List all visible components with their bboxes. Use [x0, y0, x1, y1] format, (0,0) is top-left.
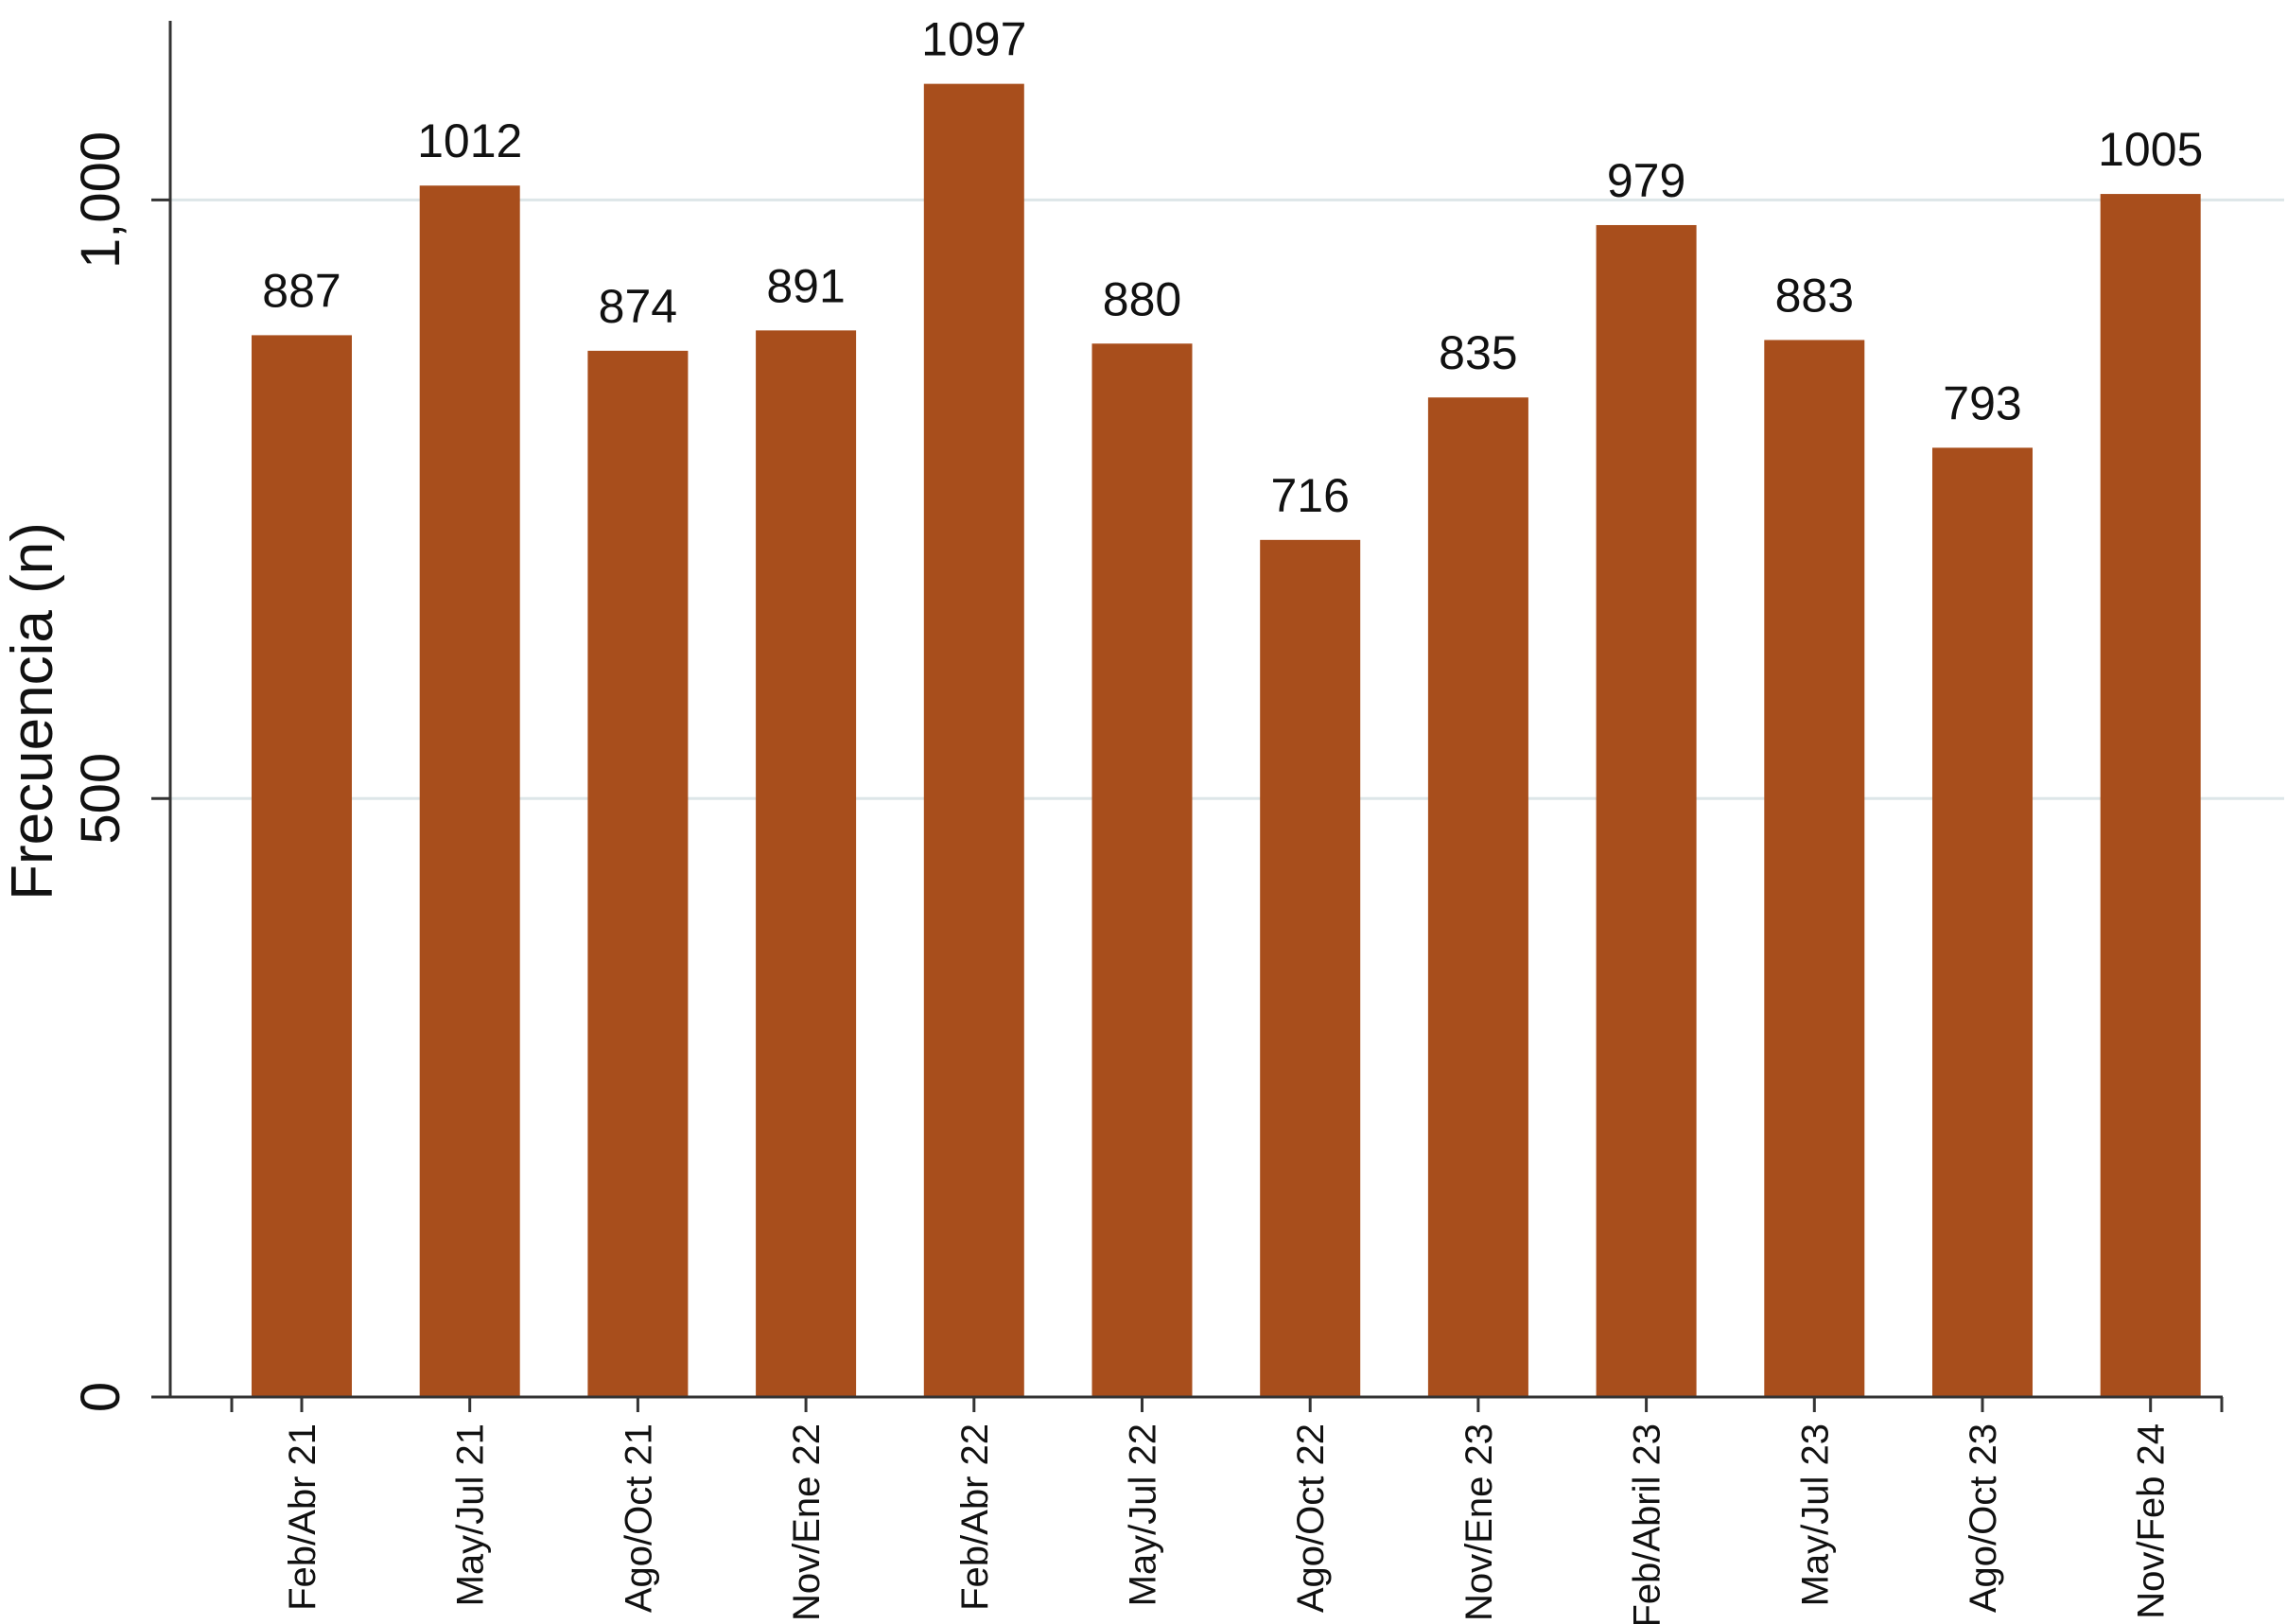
bar — [1764, 340, 1865, 1397]
bar — [419, 185, 520, 1398]
bar-value-label: 883 — [1775, 269, 1854, 322]
bar-value-label: 891 — [766, 259, 845, 312]
y-axis-title: Frecuencia (n) — [0, 522, 65, 900]
x-tick-label: Nov/Feb 24 — [2131, 1423, 2173, 1619]
bar-value-label: 1005 — [2098, 123, 2203, 176]
bar-value-label: 880 — [1103, 272, 1181, 325]
x-tick-label: Feb/Abril 23 — [1627, 1423, 1668, 1624]
x-tick-label: Nov/Ene 22 — [786, 1423, 828, 1621]
bar-value-label: 716 — [1270, 469, 1349, 522]
bar — [1260, 539, 1361, 1397]
x-tick-label: Ago/Oct 21 — [618, 1423, 659, 1613]
bar — [923, 83, 1024, 1397]
grid-lines — [170, 198, 2284, 800]
x-tick-label: Ago/Oct 22 — [1290, 1423, 1332, 1613]
bar — [756, 330, 857, 1398]
x-tick-label: Feb/Abr 22 — [954, 1423, 996, 1611]
bar-value-label: 1012 — [417, 114, 522, 167]
bar-value-label: 835 — [1439, 326, 1517, 379]
x-tick-label: Ago/Oct 23 — [1963, 1423, 2004, 1613]
bar — [587, 350, 689, 1397]
x-tick-label: May/Jul 22 — [1123, 1423, 1164, 1606]
bar — [2100, 194, 2201, 1397]
bar — [1596, 224, 1697, 1398]
bar — [1427, 397, 1528, 1397]
bar-value-label: 793 — [1943, 376, 2021, 429]
bar — [252, 335, 352, 1397]
y-tick-label: 500 — [70, 753, 131, 845]
bars: 887 1012 874 891 1097 880 716 835 979 883 793 1005 — [252, 13, 2203, 1398]
bar-value-label: 1097 — [921, 13, 1026, 66]
bar-value-label: 979 — [1607, 154, 1685, 207]
bar-value-label: 887 — [262, 264, 340, 317]
axes — [168, 21, 2223, 1399]
x-tick-label: May/Jul 21 — [450, 1423, 492, 1606]
y-tick-label: 1,000 — [70, 131, 131, 269]
y-tick-label: 0 — [70, 1382, 131, 1412]
bar — [1091, 343, 1193, 1398]
bar — [1932, 447, 2033, 1397]
bar-value-label: 874 — [599, 280, 677, 333]
y-ticks: 0 500 1,000 — [70, 131, 170, 1412]
x-tick-label: Nov/Ene 23 — [1458, 1423, 1500, 1621]
x-tick-label: Feb/Abr 21 — [282, 1423, 323, 1611]
x-tick-label: May/Jul 23 — [1794, 1423, 1836, 1606]
x-ticks: Feb/Abr 21 May/Jul 21 Ago/Oct 21 Nov/Ene 22… — [230, 1397, 2224, 1624]
